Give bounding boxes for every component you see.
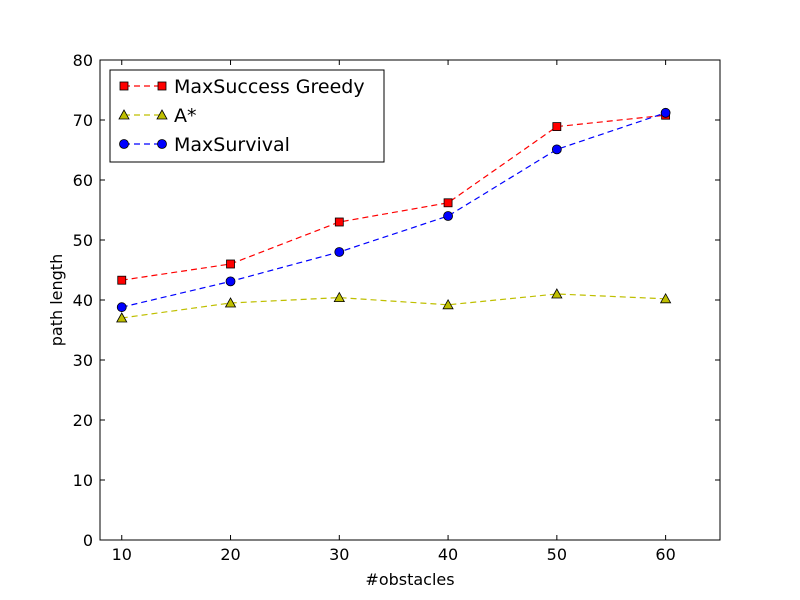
series-line <box>121 114 666 281</box>
y-tick-label: 70 <box>73 111 93 130</box>
data-point <box>551 144 562 155</box>
data-point <box>443 211 453 221</box>
data-point <box>551 288 563 299</box>
legend-box <box>109 69 385 163</box>
data-point <box>116 312 128 323</box>
legend-entry: MaxSurvival <box>119 134 290 156</box>
data-point <box>443 198 453 208</box>
legend-marker <box>157 139 167 149</box>
legend-marker <box>156 109 168 120</box>
data-point <box>225 276 236 287</box>
legend-entry: MaxSuccess Greedy <box>119 76 365 98</box>
data-point <box>659 292 672 304</box>
y-tick-label: 50 <box>73 231 93 250</box>
data-point <box>334 217 344 227</box>
x-tick-label: 50 <box>547 545 567 564</box>
data-point <box>442 298 454 310</box>
data-point <box>224 297 237 308</box>
y-tick-label: 80 <box>73 51 93 70</box>
data-point <box>116 302 127 313</box>
legend-label: MaxSuccess Greedy <box>174 76 365 98</box>
data-point <box>552 122 562 131</box>
series-2 <box>116 107 671 313</box>
data-point <box>333 291 345 303</box>
legend-label: A* <box>174 105 197 127</box>
legend-entry: A* <box>118 105 197 127</box>
legend: MaxSuccess Greedy A* MaxSurvival <box>109 69 385 163</box>
y-tick-label: 40 <box>73 291 93 310</box>
series-layer <box>116 107 672 323</box>
data-point <box>226 259 235 269</box>
y-tick-label: 60 <box>73 171 93 190</box>
legend-label: MaxSurvival <box>174 134 290 156</box>
series-line <box>121 112 666 308</box>
x-tick-label: 20 <box>220 545 240 564</box>
legend-marker <box>119 81 129 91</box>
series-1 <box>116 288 672 323</box>
x-tick-label: 30 <box>329 545 349 564</box>
legend-marker <box>119 139 129 149</box>
x-tick-label: 60 <box>655 545 675 564</box>
y-tick-label: 20 <box>73 411 93 430</box>
data-point <box>117 275 127 285</box>
y-axis-ticks: 0 10 20 30 40 50 60 70 80 <box>73 51 720 550</box>
data-point <box>660 107 671 118</box>
x-axis-ticks: 10 20 30 40 50 60 <box>112 60 676 564</box>
y-tick-label: 0 <box>83 531 93 550</box>
x-tick-label: 40 <box>438 545 458 564</box>
legend-marker <box>157 81 167 91</box>
x-axis-label: #obstacles <box>365 570 454 589</box>
legend-marker <box>118 109 130 120</box>
y-tick-label: 30 <box>73 351 93 370</box>
y-tick-label: 10 <box>73 471 93 490</box>
series-line <box>121 293 666 319</box>
data-point <box>334 247 345 257</box>
x-tick-label: 10 <box>112 545 132 564</box>
y-axis-label: path length <box>47 254 66 346</box>
